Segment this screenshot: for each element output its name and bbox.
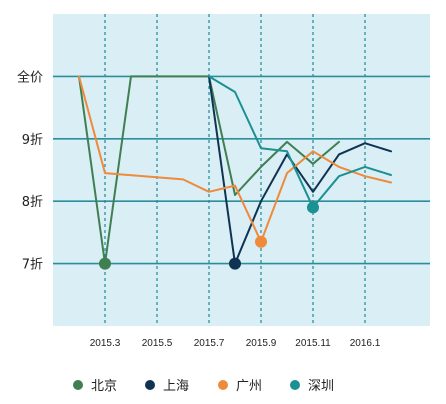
legend-swatch-深圳 — [290, 380, 300, 390]
x-axis-tick-labels: 2015.3 2015.5 2015.7 2015.9 2015.11 2016.1 — [90, 338, 381, 349]
series-marker-广州 — [255, 235, 267, 248]
series-marker-上海 — [229, 257, 241, 270]
legend-label: 深圳 — [308, 379, 334, 394]
legend-swatch-上海 — [145, 380, 155, 390]
legend-label: 上海 — [163, 379, 189, 394]
plot-background — [53, 14, 430, 326]
y-tick-label: 9折 — [22, 133, 43, 148]
x-tick-label: 2016.1 — [350, 338, 381, 349]
x-tick-label: 2015.11 — [295, 338, 331, 349]
y-tick-label: 7折 — [22, 258, 43, 273]
series-marker-北京 — [99, 257, 111, 270]
legend-swatch-广州 — [218, 380, 228, 390]
x-tick-label: 2015.9 — [246, 338, 277, 349]
legend-swatch-北京 — [73, 380, 83, 390]
x-tick-label: 2015.7 — [194, 338, 225, 349]
series-line-北京 — [78, 75, 340, 265]
series-line-上海 — [208, 75, 392, 265]
y-axis-tick-labels: 全价 9折 8折 7折 — [17, 69, 43, 272]
legend-label: 北京 — [91, 379, 117, 394]
series-markers — [99, 201, 319, 270]
x-tick-label: 2015.5 — [142, 338, 173, 349]
y-tick-label: 全价 — [17, 69, 43, 85]
legend-label: 广州 — [236, 379, 262, 394]
legend: 北京 上海 广州 深圳 — [73, 379, 334, 394]
x-tick-label: 2015.3 — [90, 338, 121, 349]
y-tick-label: 8折 — [22, 195, 43, 210]
series-line-深圳 — [208, 75, 392, 209]
series-marker-深圳 — [307, 201, 319, 214]
